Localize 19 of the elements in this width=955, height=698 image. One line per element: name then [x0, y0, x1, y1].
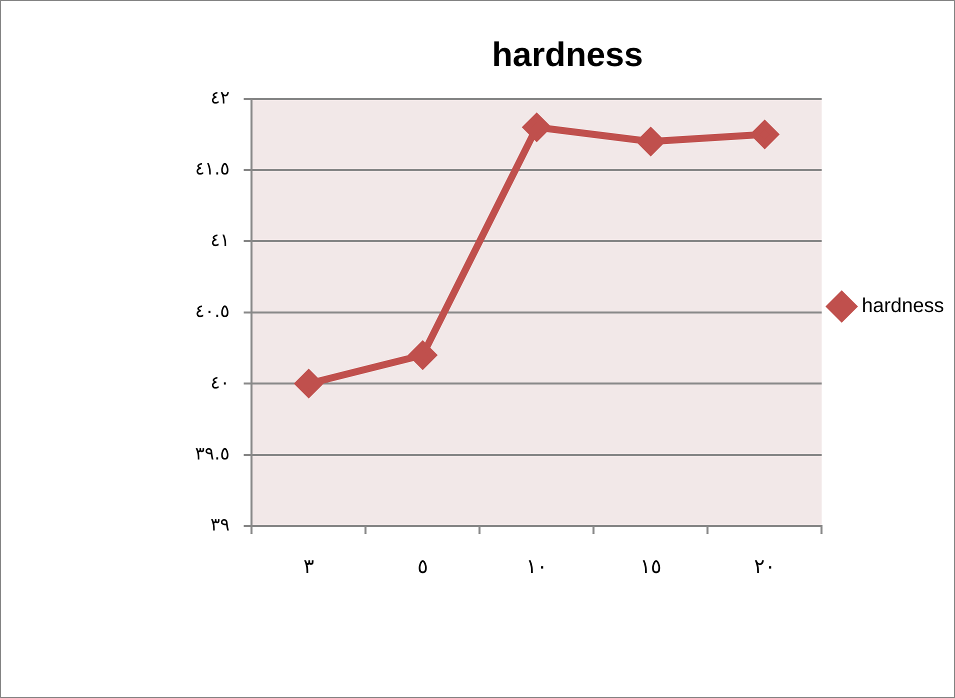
- legend-label: hardness: [862, 295, 944, 318]
- y-tick-label: ٣٩: [210, 514, 230, 536]
- x-tick-label: ١٠: [526, 554, 548, 578]
- x-tick-label: ٥: [417, 554, 428, 578]
- point: [409, 342, 436, 369]
- x-tick-label: ١٥: [640, 554, 662, 578]
- y-tick-label: ٤٠: [210, 372, 230, 394]
- x-tick-label: ٣: [303, 554, 314, 578]
- y-tick-label: ٣٩.٥: [194, 443, 230, 464]
- y-tick-label: ٤٢: [210, 87, 230, 108]
- y-tick-label: ٤١.٥: [194, 158, 230, 180]
- y-tick-label: ٤٠.٥: [194, 301, 230, 322]
- point: [637, 128, 664, 156]
- point: [751, 120, 778, 148]
- point: [523, 114, 550, 141]
- point: [295, 370, 322, 398]
- y-tick-label: ٤١: [210, 230, 230, 251]
- chart-title: hardness: [492, 36, 644, 74]
- x-tick-label: ٢٠: [754, 554, 776, 578]
